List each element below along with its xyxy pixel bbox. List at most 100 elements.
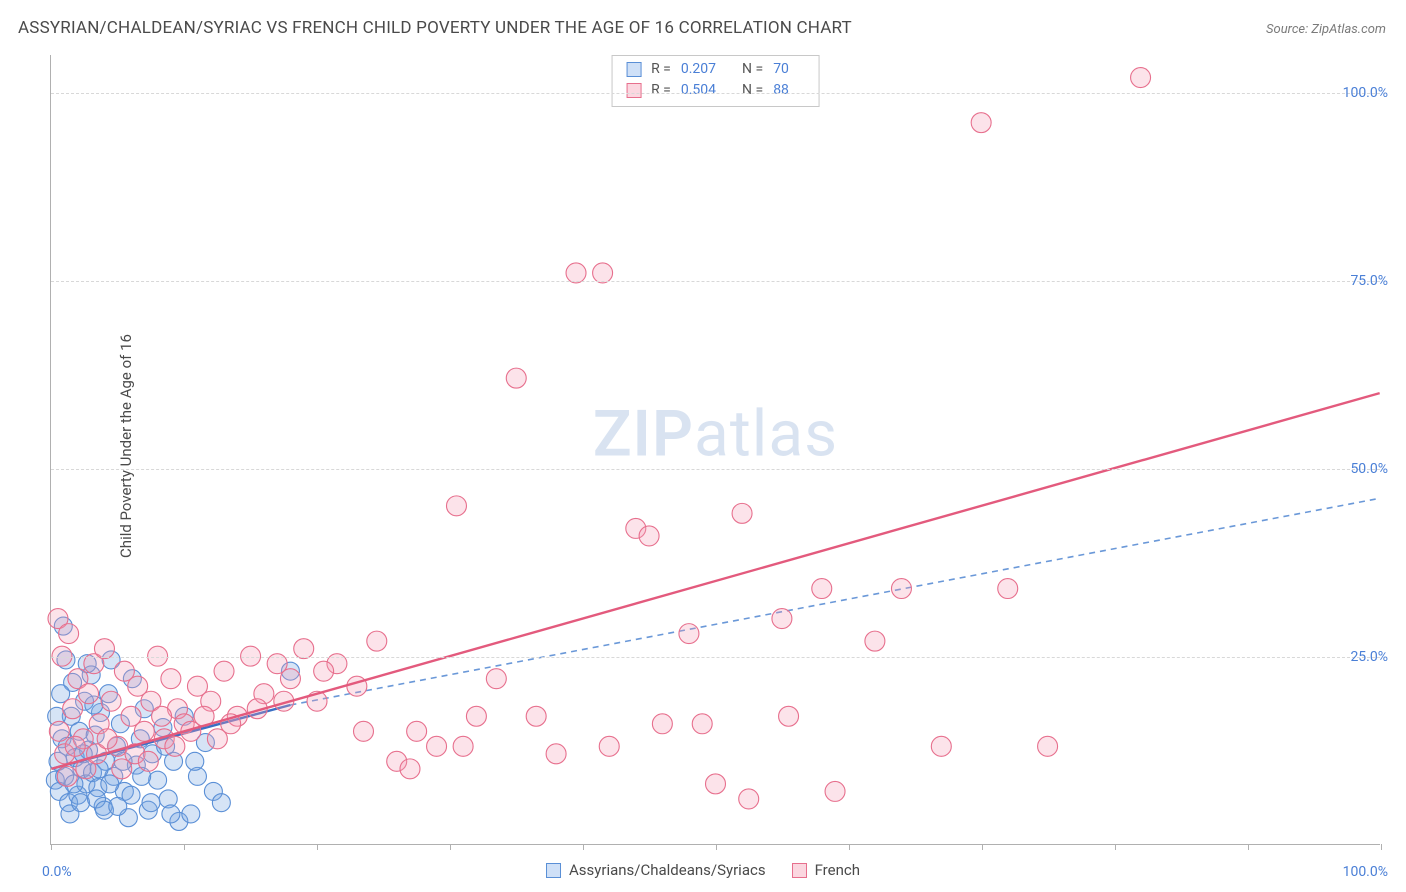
scatter-point	[427, 736, 447, 756]
scatter-point	[546, 744, 566, 764]
scatter-point	[466, 706, 486, 726]
scatter-point	[400, 759, 420, 779]
gridline	[51, 281, 1380, 282]
scatter-point	[280, 669, 300, 689]
stats-legend-box: R = 0.207 N = 70 R = 0.504 N = 88	[611, 55, 820, 107]
x-tick	[184, 844, 185, 850]
scatter-point	[526, 706, 546, 726]
gridline	[51, 657, 1380, 658]
scatter-point	[59, 624, 79, 644]
legend-item: Assyrians/Chaldeans/Syriacs	[546, 861, 766, 879]
x-tick	[317, 844, 318, 850]
scatter-point	[142, 794, 160, 812]
x-tick	[716, 844, 717, 850]
scatter-point	[652, 714, 672, 734]
gridline	[51, 93, 1380, 94]
scatter-point	[779, 706, 799, 726]
x-origin-label: 0.0%	[42, 864, 72, 880]
scatter-point	[165, 736, 185, 756]
legend-swatch	[626, 83, 641, 98]
x-tick	[849, 844, 850, 850]
scatter-point	[971, 113, 991, 133]
scatter-point	[692, 714, 712, 734]
legend-swatch	[626, 62, 641, 77]
y-tick-label: 50.0%	[1350, 461, 1388, 477]
scatter-point	[97, 729, 117, 749]
trend-line	[51, 393, 1379, 769]
n-label: N =	[742, 59, 763, 80]
scatter-point	[182, 805, 200, 823]
r-value: 0.504	[681, 80, 716, 101]
scatter-point	[65, 736, 85, 756]
scatter-point	[998, 579, 1018, 599]
scatter-point	[314, 661, 334, 681]
n-value: 88	[773, 80, 789, 101]
scatter-point	[1131, 68, 1151, 88]
x-tick	[1381, 844, 1382, 850]
stats-row: R = 0.207 N = 70	[626, 59, 805, 80]
x-tick	[450, 844, 451, 850]
scatter-point	[134, 721, 154, 741]
scatter-point	[407, 721, 427, 741]
gridline	[51, 469, 1380, 470]
scatter-point	[162, 805, 180, 823]
scatter-point	[706, 774, 726, 794]
scatter-point	[931, 736, 951, 756]
scatter-point	[347, 676, 367, 696]
scatter-point	[149, 771, 167, 789]
scatter-point	[152, 706, 172, 726]
legend-label: Assyrians/Chaldeans/Syriacs	[569, 861, 766, 879]
n-label: N =	[742, 80, 763, 101]
scatter-point	[599, 736, 619, 756]
legend-swatch	[792, 863, 807, 878]
scatter-point	[891, 579, 911, 599]
scatter-point	[138, 751, 158, 771]
scatter-point	[294, 639, 314, 659]
scatter-point	[486, 669, 506, 689]
r-label: R =	[651, 59, 671, 80]
scatter-point	[639, 526, 659, 546]
scatter-point	[1038, 736, 1058, 756]
scatter-point	[446, 496, 466, 516]
y-tick-label: 75.0%	[1350, 273, 1388, 289]
scatter-point	[812, 579, 832, 599]
x-tick	[1115, 844, 1116, 850]
source-attribution: Source: ZipAtlas.com	[1266, 22, 1386, 37]
y-tick-label: 100.0%	[1343, 85, 1388, 101]
x-tick	[982, 844, 983, 850]
x-tick	[51, 844, 52, 850]
scatter-point	[679, 624, 699, 644]
scatter-point	[865, 631, 885, 651]
scatter-point	[72, 794, 90, 812]
r-value: 0.207	[681, 59, 716, 80]
scatter-point	[772, 609, 792, 629]
y-tick-label: 25.0%	[1350, 649, 1388, 665]
scatter-point	[49, 721, 69, 741]
plot-area: ZIPatlas R =0.207N =70R =0.504N =88	[50, 55, 1380, 845]
stats-row: R = 0.504 N = 88	[626, 80, 805, 101]
scatter-point	[739, 789, 759, 809]
n-value: 70	[773, 59, 789, 80]
legend-label: French	[815, 861, 860, 879]
scatter-point	[79, 684, 99, 704]
scatter-point	[212, 794, 230, 812]
scatter-svg	[51, 55, 1380, 844]
scatter-point	[94, 639, 114, 659]
scatter-point	[101, 691, 121, 711]
scatter-point	[57, 766, 77, 786]
trend-line-dashed	[290, 498, 1379, 705]
scatter-point	[161, 669, 181, 689]
r-label: R =	[651, 80, 671, 101]
legend-swatch	[546, 863, 561, 878]
scatter-point	[354, 721, 374, 741]
scatter-point	[367, 631, 387, 651]
scatter-point	[63, 699, 83, 719]
bottom-legend: Assyrians/Chaldeans/Syriacs French	[546, 861, 860, 879]
scatter-point	[825, 781, 845, 801]
x-tick	[583, 844, 584, 850]
scatter-point	[732, 503, 752, 523]
scatter-point	[453, 736, 473, 756]
scatter-point	[122, 786, 140, 804]
scatter-point	[186, 752, 204, 770]
scatter-point	[506, 368, 526, 388]
